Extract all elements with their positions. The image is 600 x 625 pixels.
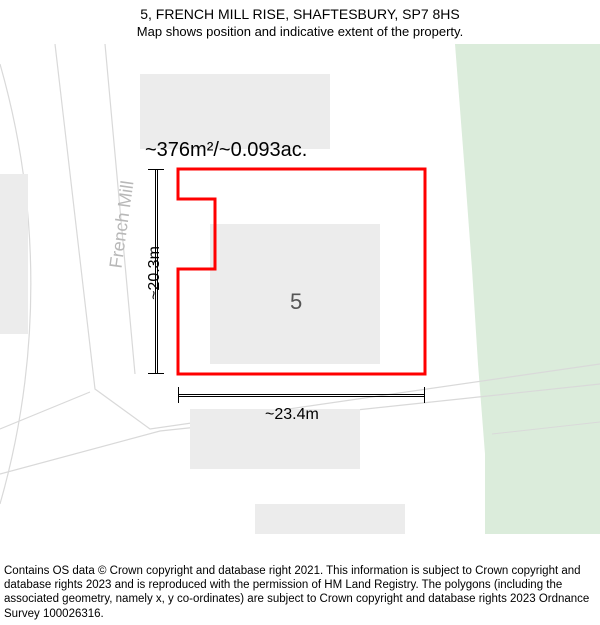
building — [140, 74, 330, 149]
dimension-horizontal-bar — [178, 394, 425, 397]
footer-attribution: Contains OS data © Crown copyright and d… — [4, 564, 596, 622]
dimension-vertical-label: ~20.3m — [146, 246, 164, 300]
address-line: 5, FRENCH MILL RISE, SHAFTESBURY, SP7 8H… — [0, 6, 600, 22]
subtitle-line: Map shows position and indicative extent… — [0, 24, 600, 39]
area-label: ~376m²/~0.093ac. — [145, 139, 307, 162]
plot-number: 5 — [290, 289, 302, 315]
dimension-horizontal-label: ~23.4m — [265, 406, 319, 424]
building — [0, 174, 28, 334]
page-container: 5, FRENCH MILL RISE, SHAFTESBURY, SP7 8H… — [0, 0, 600, 625]
building — [255, 504, 405, 534]
map-area: ~376m²/~0.093ac. 5 French Mill ~20.3m ~2… — [0, 44, 600, 534]
header: 5, FRENCH MILL RISE, SHAFTESBURY, SP7 8H… — [0, 0, 600, 39]
